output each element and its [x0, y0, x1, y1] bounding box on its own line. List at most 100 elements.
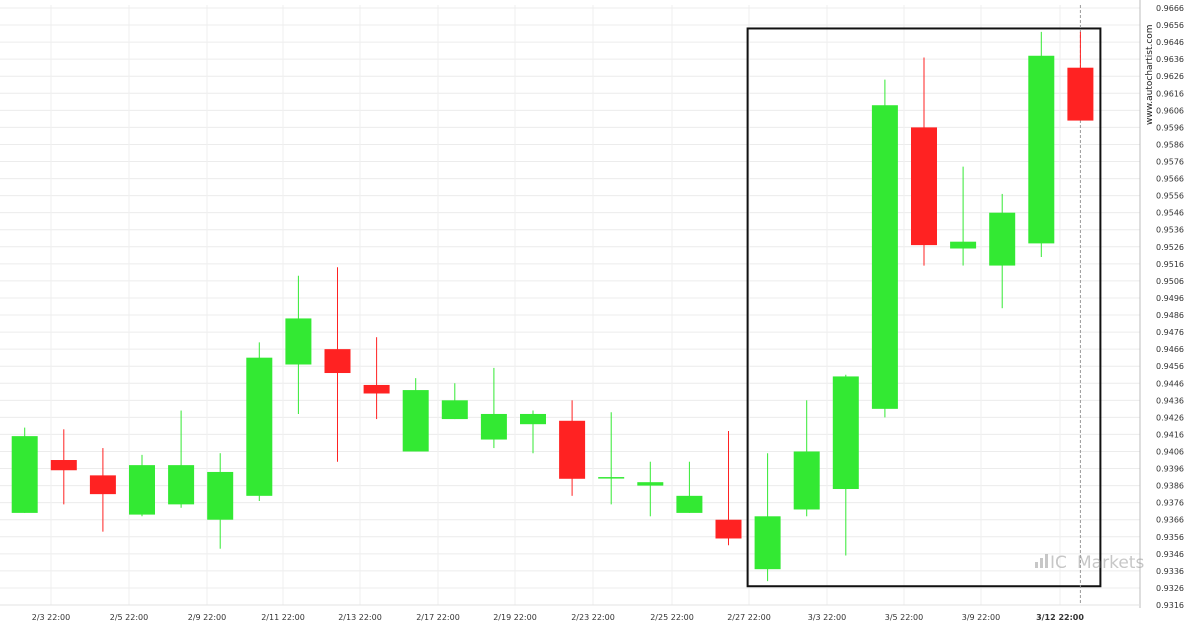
axis-layer: 0.9666 0.9656 0.9646 0.9636 0.9626 0.9616 0.96…	[0, 0, 1184, 622]
candle-body	[676, 495, 703, 513]
y-tick-label: 0.9466	[1156, 345, 1184, 354]
candle-body	[207, 471, 234, 520]
y-tick-label: 0.9626	[1156, 72, 1184, 81]
logo-bar-3	[1045, 554, 1048, 568]
y-tick-label: 0.9426	[1156, 413, 1184, 422]
candle-body	[168, 465, 195, 505]
pattern-highlight-box	[746, 27, 1102, 588]
candle-body	[637, 482, 664, 486]
candle	[324, 267, 351, 462]
candle	[480, 367, 507, 449]
y-tick-label: 0.9576	[1156, 158, 1184, 167]
watermark-layer: www.autochartist.com IC Markets	[1035, 24, 1155, 573]
y-tick-label: 0.9336	[1156, 567, 1184, 576]
candle-body	[950, 241, 977, 249]
candle-body	[89, 475, 116, 495]
y-tick-label: 0.9486	[1156, 311, 1184, 320]
y-tick-label: 0.9666	[1156, 4, 1184, 13]
y-tick-label: 0.9366	[1156, 516, 1184, 525]
x-tick-label: 3/9 22:00	[962, 613, 1000, 622]
candle	[207, 453, 234, 549]
y-tick-label: 0.9446	[1156, 379, 1184, 388]
x-tick-label: 2/13 22:00	[338, 613, 382, 622]
candle	[989, 193, 1016, 309]
candle	[441, 383, 468, 420]
y-tick-label: 0.9616	[1156, 89, 1184, 98]
candle-body	[441, 400, 468, 420]
candles-layer	[11, 31, 1094, 582]
candle	[129, 454, 155, 517]
candle-body	[598, 477, 625, 479]
candle	[793, 400, 820, 517]
y-tick-label: 0.9356	[1156, 533, 1184, 542]
candle-body	[559, 420, 586, 479]
candle-body	[50, 460, 77, 471]
candle	[168, 410, 195, 508]
candle-body	[480, 413, 507, 440]
candle	[11, 427, 38, 513]
x-tick-label: 2/9 22:00	[188, 613, 226, 622]
candle-body	[402, 390, 429, 452]
candle-body	[871, 105, 898, 409]
x-tick-label: 2/19 22:00	[493, 613, 537, 622]
candle	[871, 79, 898, 418]
y-tick-label: 0.9566	[1156, 175, 1184, 184]
y-tick-label: 0.9606	[1156, 106, 1184, 115]
candle	[637, 461, 664, 517]
candle	[911, 57, 937, 266]
candle-body	[1028, 55, 1055, 244]
x-tick-label: 3/12 22:00	[1036, 613, 1084, 622]
candle	[285, 275, 312, 414]
logo-bar-1	[1035, 562, 1038, 568]
y-tick-label: 0.9506	[1156, 277, 1184, 286]
candle-body	[1067, 67, 1094, 121]
y-tick-label: 0.9376	[1156, 499, 1184, 508]
candle	[520, 410, 546, 454]
x-tick-label: 2/17 22:00	[416, 613, 460, 622]
y-tick-label: 0.9416	[1156, 430, 1184, 439]
candle-body	[363, 384, 390, 394]
candle-body	[754, 516, 781, 570]
y-tick-label: 0.9536	[1156, 226, 1184, 235]
x-tick-label: 2/27 22:00	[727, 613, 771, 622]
brand-prefix: IC	[1050, 553, 1067, 573]
y-tick-label: 0.9326	[1156, 584, 1184, 593]
logo-bar-2	[1040, 558, 1043, 568]
candle-body	[832, 376, 859, 490]
x-tick-label: 3/3 22:00	[808, 613, 846, 622]
candle	[950, 166, 977, 266]
y-tick-label: 0.9546	[1156, 209, 1184, 218]
candle-body	[911, 127, 937, 246]
candle	[402, 378, 429, 452]
y-tick-label: 0.9456	[1156, 362, 1184, 371]
x-tick-label: 3/5 22:00	[885, 613, 923, 622]
y-tick-label: 0.9516	[1156, 260, 1184, 269]
y-tick-label: 0.9436	[1156, 396, 1184, 405]
y-tick-label: 0.9346	[1156, 550, 1184, 559]
x-tick-label: 2/3 22:00	[32, 613, 70, 622]
candle	[1028, 31, 1055, 258]
y-tick-label: 0.9396	[1156, 465, 1184, 474]
brand-suffix: Markets	[1077, 553, 1144, 573]
candle	[89, 448, 116, 532]
y-tick-label: 0.9386	[1156, 482, 1184, 491]
candle-body	[715, 519, 742, 539]
candle	[1067, 31, 1094, 121]
candle	[50, 429, 77, 505]
candle-body	[246, 357, 273, 496]
candle	[715, 431, 742, 546]
x-tick-label: 2/11 22:00	[261, 613, 305, 622]
y-tick-label: 0.9586	[1156, 140, 1184, 149]
candle-body	[11, 436, 38, 513]
y-tick-label: 0.9596	[1156, 123, 1184, 132]
candle	[754, 453, 781, 582]
y-tick-label: 0.9476	[1156, 328, 1184, 337]
y-tick-label: 0.9526	[1156, 243, 1184, 252]
candle-body	[989, 212, 1016, 266]
candle-body	[520, 413, 546, 425]
y-tick-label: 0.9406	[1156, 447, 1184, 456]
x-tick-label: 2/23 22:00	[571, 613, 615, 622]
candle-body	[324, 349, 351, 374]
candle	[676, 461, 703, 513]
candle	[832, 374, 859, 556]
